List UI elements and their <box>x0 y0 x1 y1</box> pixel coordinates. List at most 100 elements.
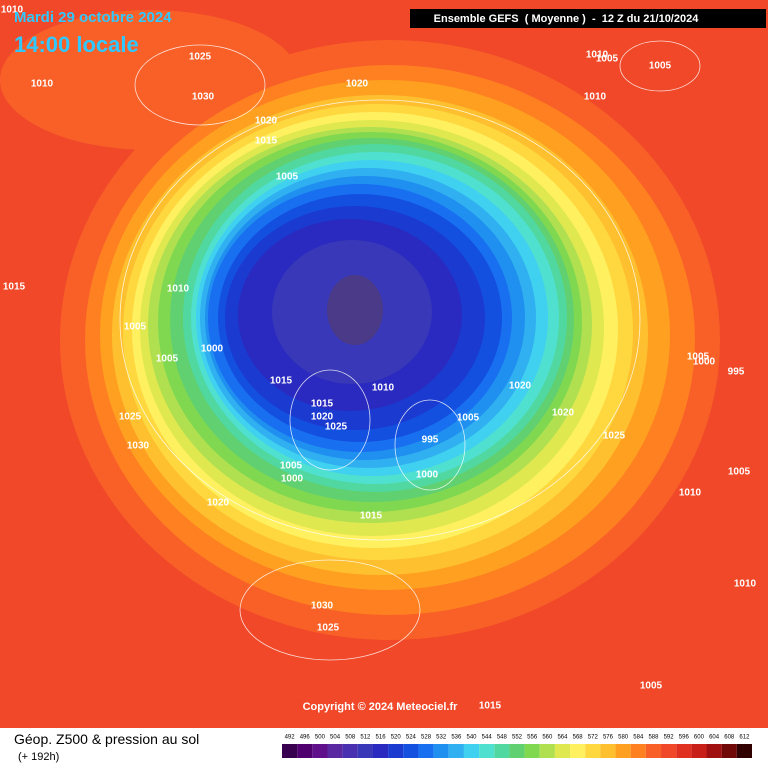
legend-label: 612 <box>739 735 750 741</box>
isobar-label: 1010 <box>734 579 757 590</box>
isobar-label: 1005 <box>124 322 147 333</box>
isobar-label: 1025 <box>189 52 212 63</box>
legend-label: 572 <box>588 735 599 741</box>
legend-swatch <box>479 744 495 758</box>
legend-swatch <box>297 744 313 758</box>
isobar-label: 1015 <box>311 399 334 410</box>
isobar-label: 1005 <box>596 54 619 65</box>
isobar-label: 1000 <box>281 474 304 485</box>
legend-label: 564 <box>557 735 568 741</box>
isobar-label: 1030 <box>311 601 334 612</box>
legend-label: 580 <box>618 735 629 741</box>
legend-swatch <box>357 744 373 758</box>
legend-swatch <box>312 744 328 758</box>
field-band <box>327 275 383 345</box>
legend-swatch <box>463 744 480 758</box>
legend-label: 584 <box>633 735 644 741</box>
legend-swatch <box>372 744 389 758</box>
model-banner <box>410 9 766 28</box>
legend-swatch <box>327 744 343 758</box>
footer-lead: (+ 192h) <box>18 751 59 763</box>
legend-label: 556 <box>527 735 538 741</box>
isobar-label: 1010 <box>167 284 190 295</box>
legend-label: 596 <box>679 735 690 741</box>
isobar-label: 1005 <box>276 172 299 183</box>
legend-swatch <box>585 744 601 758</box>
legend-swatch <box>342 744 358 758</box>
legend-swatch <box>706 744 722 758</box>
isobar-label: 1015 <box>270 376 293 387</box>
isobar-label: 1015 <box>360 511 383 522</box>
legend-label: 508 <box>345 735 356 741</box>
legend-label: 552 <box>512 735 523 741</box>
isobar-label: 1025 <box>603 431 626 442</box>
footer-title: Géop. Z500 & pression au sol <box>14 731 199 747</box>
legend-swatch <box>661 744 677 758</box>
isobar-label: 1020 <box>346 79 369 90</box>
legend-swatch <box>448 744 464 758</box>
legend-label: 560 <box>542 735 553 741</box>
legend-swatch <box>388 744 404 758</box>
isobar-label: 1000 <box>693 357 716 368</box>
isobar-label: 1005 <box>457 413 480 424</box>
legend-swatch <box>403 744 419 758</box>
isobar-label: 1015 <box>3 282 26 293</box>
legend-swatch <box>509 744 525 758</box>
legend-label: 504 <box>330 735 341 741</box>
legend-label: 604 <box>709 735 720 741</box>
legend-label: 576 <box>603 735 614 741</box>
isobar-label: 1000 <box>416 470 439 481</box>
legend-label: 528 <box>421 735 432 741</box>
legend: 492 496 500 504 508 512 516 520 524 528 532 536 540 5… <box>282 735 752 758</box>
legend-label: 496 <box>300 735 311 741</box>
legend-swatch <box>691 744 707 758</box>
height-field <box>0 10 720 640</box>
legend-label: 536 <box>451 735 462 741</box>
isobar-label: 1005 <box>156 354 179 365</box>
legend-label: 544 <box>482 735 493 741</box>
isobar <box>239 559 421 661</box>
isobar-label: 1010 <box>1 5 24 16</box>
isobar-label: 1015 <box>255 136 278 147</box>
isobar-label: 1010 <box>372 383 395 394</box>
date: Mardi 29 octobre 2024 <box>14 9 172 26</box>
isobar-label: 1020 <box>311 412 334 423</box>
isobar-label: 1010 <box>31 79 54 90</box>
legend-swatch <box>418 744 434 758</box>
time: 14:00 locale <box>14 32 139 57</box>
legend-label: 600 <box>694 735 705 741</box>
legend-label: 540 <box>467 735 478 741</box>
isobar-label: 1010 <box>584 92 607 103</box>
isobar-label: 995 <box>728 367 745 378</box>
isobar <box>134 44 266 126</box>
legend-swatch <box>600 744 616 758</box>
isobar-label: 1020 <box>552 408 575 419</box>
legend-swatch <box>554 744 571 758</box>
legend-label: 516 <box>376 735 387 741</box>
legend-label: 592 <box>664 735 675 741</box>
model-text: Ensemble GEFS ( Moyenne ) - 12 Z du 21/1… <box>434 13 700 25</box>
isobar-label: 1025 <box>119 412 142 423</box>
legend-swatch <box>736 744 752 758</box>
legend-label: 548 <box>497 735 508 741</box>
legend-label: 500 <box>315 735 326 741</box>
isobar-label: 1015 <box>479 701 502 712</box>
legend-label: 588 <box>648 735 659 741</box>
isobar-label: 1010 <box>586 50 609 61</box>
legend-label: 520 <box>391 735 402 741</box>
isobar-label: 1005 <box>649 61 672 72</box>
isobar-label: 1020 <box>255 116 278 127</box>
isobar-label: 1025 <box>317 623 340 634</box>
isobar <box>619 40 701 92</box>
legend-swatch <box>615 744 631 758</box>
isobar-label: 1005 <box>280 461 303 472</box>
legend-swatch <box>524 744 540 758</box>
isobar-label: 1005 <box>640 681 663 692</box>
isobar-label: 1030 <box>192 92 215 103</box>
legend-label: 492 <box>285 735 296 741</box>
isobar-label: 1020 <box>509 381 532 392</box>
legend-swatch <box>630 744 646 758</box>
